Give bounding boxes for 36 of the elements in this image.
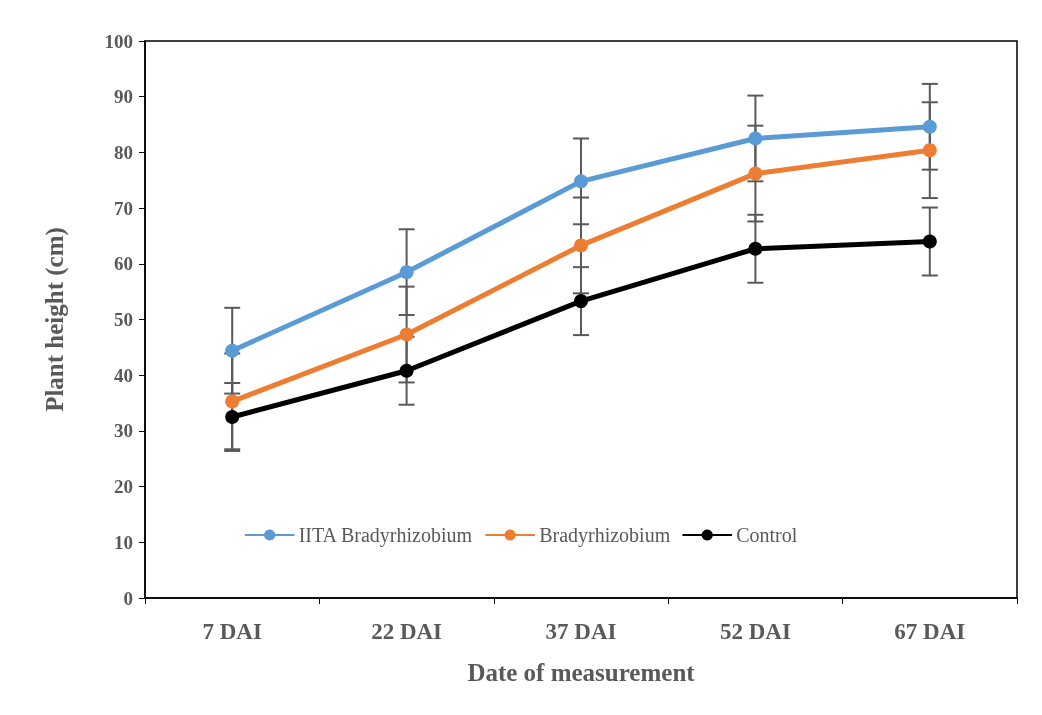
point (225, 394, 240, 409)
point (748, 241, 763, 256)
y-tick-label: 90 (114, 86, 133, 108)
legend-label: Bradyrhizobium (539, 524, 671, 547)
point (225, 409, 240, 424)
y-tick-label: 40 (114, 364, 133, 386)
x-tick-label: 22 DAI (371, 619, 443, 644)
y-tick-label: 10 (114, 531, 133, 553)
x-tick-label: 52 DAI (719, 619, 791, 644)
point (922, 143, 937, 158)
y-tick-label: 100 (104, 30, 133, 52)
y-tick-label: 80 (114, 141, 133, 163)
point (574, 174, 588, 189)
point (574, 294, 588, 309)
x-tick-label: 7 DAI (202, 619, 262, 644)
point (748, 166, 763, 181)
y-tick-label: 0 (123, 587, 133, 609)
point (748, 131, 763, 146)
point (399, 363, 414, 378)
point (399, 265, 414, 280)
x-tick-label: 67 DAI (894, 619, 966, 644)
point (574, 238, 588, 253)
x-axis-title: Date of measurement (467, 659, 696, 686)
y-tick-label: 30 (114, 420, 133, 442)
point (225, 343, 240, 358)
legend-label: IITA Bradyrhizobium (298, 524, 473, 547)
point (922, 234, 937, 249)
y-axis-title: Plant height (cm) (41, 227, 69, 412)
y-tick-label: 20 (114, 476, 133, 498)
y-tick-label: 60 (114, 253, 133, 275)
point (399, 327, 414, 342)
y-tick-label: 50 (114, 309, 133, 330)
x-tick-label: 37 DAI (545, 619, 617, 644)
legend-label: Control (736, 524, 798, 546)
point (922, 119, 937, 134)
y-tick-label: 70 (114, 197, 133, 219)
